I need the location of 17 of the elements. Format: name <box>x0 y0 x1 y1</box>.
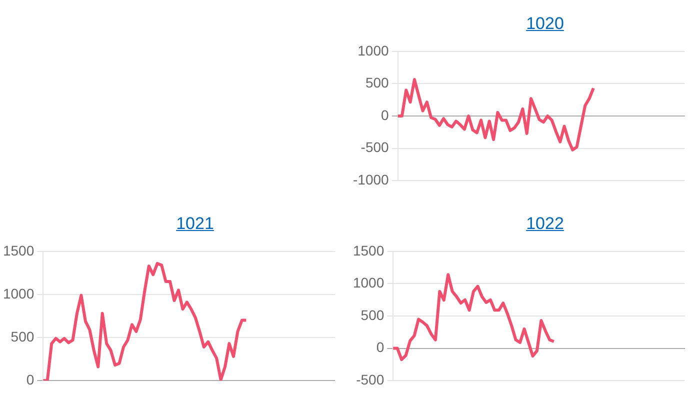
y-tick-label: 1000 <box>2 285 34 302</box>
chart-title: 1021 <box>175 214 215 234</box>
y-tick-label: -500 <box>360 139 390 156</box>
y-tick-label: 500 <box>10 328 34 344</box>
y-tick-label: 500 <box>365 74 390 91</box>
y-tick-label: 0 <box>26 371 34 388</box>
y-tick-label: 1000 <box>352 274 384 291</box>
y-tick-label: 0 <box>376 339 384 356</box>
y-tick-label: 500 <box>360 306 384 323</box>
y-tick-label: 1500 <box>2 242 34 258</box>
chart-title: 1020 <box>525 14 565 34</box>
y-tick-label: 1000 <box>358 42 390 58</box>
y-tick-label: -1000 <box>352 171 390 188</box>
y-tick-label: 1500 <box>352 242 384 258</box>
y-tick-label: -500 <box>356 371 384 388</box>
y-tick-label: 0 <box>381 106 390 123</box>
chart-title: 1022 <box>525 214 565 234</box>
